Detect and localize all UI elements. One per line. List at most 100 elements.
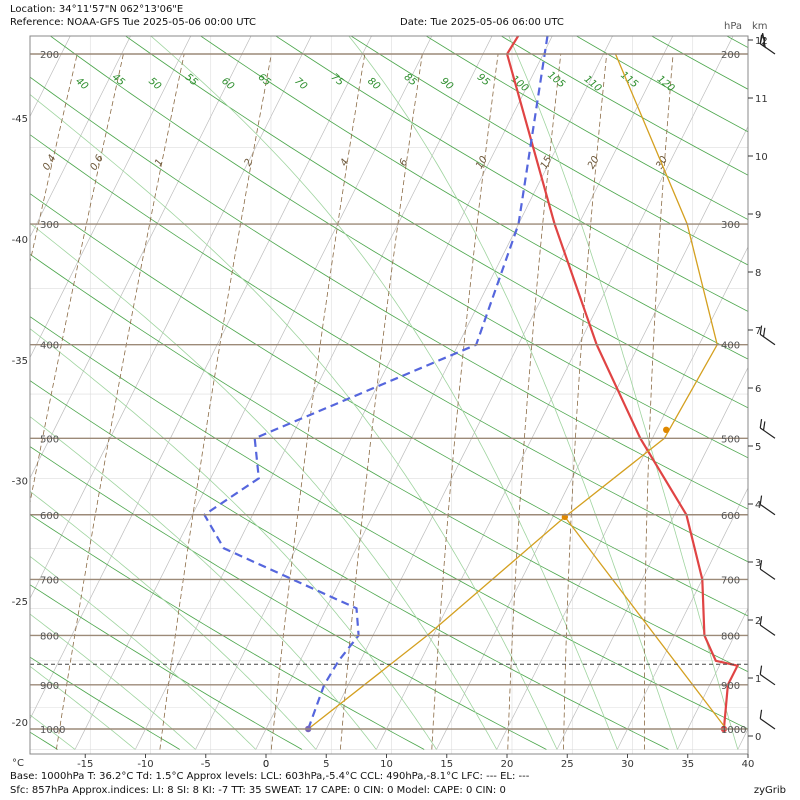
x-tick-label: 30: [621, 759, 634, 770]
isotherm-line: [30, 36, 312, 600]
isotherm-line: [30, 36, 192, 359]
x-tick-label: -5: [201, 759, 211, 770]
isobar-label-left: 600: [40, 511, 59, 522]
x-tick-label: 40: [742, 759, 755, 770]
barb-feather: [762, 327, 766, 337]
moist-adiabat: [30, 328, 437, 750]
isotherm-line: [737, 728, 748, 750]
dry-adiabat: [30, 584, 303, 750]
isotherm-line: [496, 246, 748, 750]
isobar-label-right: 900: [721, 681, 740, 692]
mixing-ratio-line: [431, 53, 499, 750]
hpa-unit: hPa: [724, 21, 742, 32]
isobar-label-left: 1000: [40, 725, 65, 736]
dry-adiabat: [754, 10, 800, 750]
dry-adiabat: [30, 76, 748, 510]
date-label: Date: Tue 2025-05-06 06:00 UTC: [400, 17, 564, 28]
km-tick-label: 6: [755, 384, 761, 395]
dry-adiabat: [30, 656, 181, 750]
km-tick-label: 0: [755, 732, 761, 743]
dry-adiabat: [124, 36, 748, 409]
wind-barb: [759, 495, 776, 516]
mixing-ratio-label: 15: [539, 155, 555, 172]
dry-adiabat: [30, 193, 748, 617]
barb-feather: [759, 616, 763, 626]
dry-adiabat-label: 60: [219, 76, 236, 93]
mixing-ratio-line: [507, 53, 562, 750]
isotherm-line: [677, 607, 748, 750]
isotherm-line: [74, 36, 433, 750]
moist-adiabat: [30, 416, 377, 750]
mixing-ratio-line: [159, 53, 272, 750]
isotherm-line: [195, 36, 553, 750]
left-temp-label: -35: [12, 356, 28, 367]
left-temp-label: -25: [12, 597, 28, 608]
isotherm-line: [375, 36, 734, 750]
isotherm-line: [30, 36, 372, 720]
moist-adiabat: [30, 222, 498, 750]
dry-parcel-line: [564, 516, 727, 730]
isobar-label-right: 400: [721, 341, 740, 352]
km-tick-label: 10: [755, 152, 768, 163]
x-tick-label: -15: [77, 759, 93, 770]
location-label: Location: 34°11'57"N 062°13'06"E: [10, 4, 184, 15]
x-tick-label: 5: [323, 759, 329, 770]
mixing-ratio-line: [0, 54, 2, 750]
isotherm-line: [315, 36, 674, 750]
mixing-ratio-line: [30, 53, 78, 265]
km-tick-label: 4: [755, 500, 761, 511]
mixing-ratio-line: [563, 53, 608, 750]
mixing-ratio-label: 2: [243, 157, 256, 168]
mixing-ratio-label: 0.4: [41, 153, 58, 172]
wind-barb: [759, 616, 776, 636]
km-tick-label: 3: [755, 558, 761, 569]
x-axis-unit: °C: [12, 758, 24, 769]
dewpoint-line: [202, 36, 549, 730]
mixing-ratio-label: 0.6: [88, 153, 105, 172]
moist-adiabat: [30, 490, 317, 750]
x-tick-label: 0: [263, 759, 269, 770]
isotherm-line: [134, 36, 493, 750]
mixing-ratio-label: 4: [339, 157, 352, 168]
isobar-label-left: 700: [40, 575, 59, 586]
barb-staff: [759, 624, 776, 636]
footer-indices: Sfc: 857hPa Approx.indices: LI: 8 SI: 8 …: [10, 785, 506, 796]
isobar-label-left: 800: [40, 631, 59, 642]
barb-feather: [759, 560, 763, 570]
dry-adiabat: [350, 36, 748, 266]
moist-adiabat: [30, 665, 136, 750]
moist-adiabat: [508, 36, 739, 750]
barb-feather: [759, 419, 763, 429]
dry-adiabat-label: 40: [73, 76, 90, 93]
dry-adiabat-label: 90: [438, 76, 455, 93]
mixing-ratio-label: 1: [153, 157, 166, 168]
barb-staff: [759, 503, 776, 516]
moist-adiabat: [30, 555, 257, 750]
left-temp-label: -45: [12, 114, 28, 125]
left-temp-label: -20: [12, 718, 28, 729]
barb-staff: [759, 568, 776, 580]
dry-adiabat: [30, 134, 748, 563]
dry-adiabat: [650, 36, 748, 90]
wind-barb: [759, 665, 776, 686]
dry-adiabat-label: 85: [402, 72, 419, 89]
isotherm-line: [616, 487, 748, 750]
isobar-label-right: 500: [721, 434, 740, 445]
mixing-ratio-label: 20: [586, 155, 602, 172]
dry-adiabat: [30, 380, 669, 750]
wind-barb: [759, 709, 776, 730]
mixing-ratio-line: [644, 53, 674, 750]
temperature-line: [505, 36, 740, 730]
barb-staff: [759, 718, 776, 730]
reference-label: Reference: NOAA-GFS Tue 2025-05-06 00:00…: [10, 17, 257, 28]
isobar-label-right: 200: [721, 50, 740, 61]
isobar-label-left: 400: [40, 341, 59, 352]
isobar-label-left: 500: [40, 434, 59, 445]
moist-adiabat: [30, 93, 558, 750]
barb-feather: [762, 421, 766, 431]
km-tick-label: 8: [755, 268, 761, 279]
barb-feather: [759, 709, 763, 719]
barb-staff: [759, 427, 776, 439]
